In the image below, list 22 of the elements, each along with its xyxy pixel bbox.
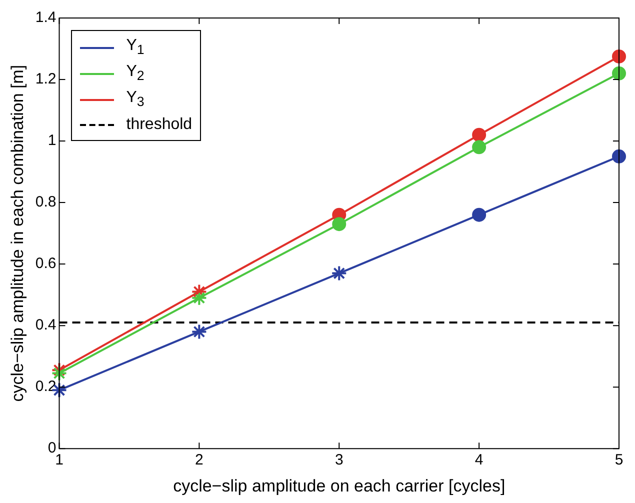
legend-label: threshold [126, 114, 192, 135]
y-tick-label: 0.4 [35, 316, 56, 334]
point [191, 290, 208, 306]
x-tick-label: 3 [334, 452, 344, 469]
y-tick-label: 0.6 [35, 255, 56, 272]
legend-label: Y$_{3}$ [126, 88, 144, 112]
point [331, 265, 348, 282]
x-tick-label: 2 [195, 452, 204, 469]
y-tick-label: 0 [48, 440, 56, 457]
y-tick-label: 1 [48, 132, 56, 150]
y-tick-label: 1.2 [35, 70, 56, 88]
point [51, 365, 68, 382]
legend-label: Y$_{2}$ [126, 62, 144, 86]
y-tick-label: 1.4 [35, 9, 56, 26]
y-tick-label: 0.8 [35, 194, 56, 211]
point [51, 362, 68, 378]
point [191, 324, 208, 340]
y-axis-title: cycle−slip amplitude in each combination [m] [8, 64, 27, 402]
x-axis-title: cycle−slip amplitude on each carrier [cycles] [173, 476, 506, 496]
x-tick-label: 5 [614, 452, 624, 469]
legend-label: Y$_{1}$ [126, 36, 144, 60]
x-tick-label: 4 [474, 452, 484, 469]
